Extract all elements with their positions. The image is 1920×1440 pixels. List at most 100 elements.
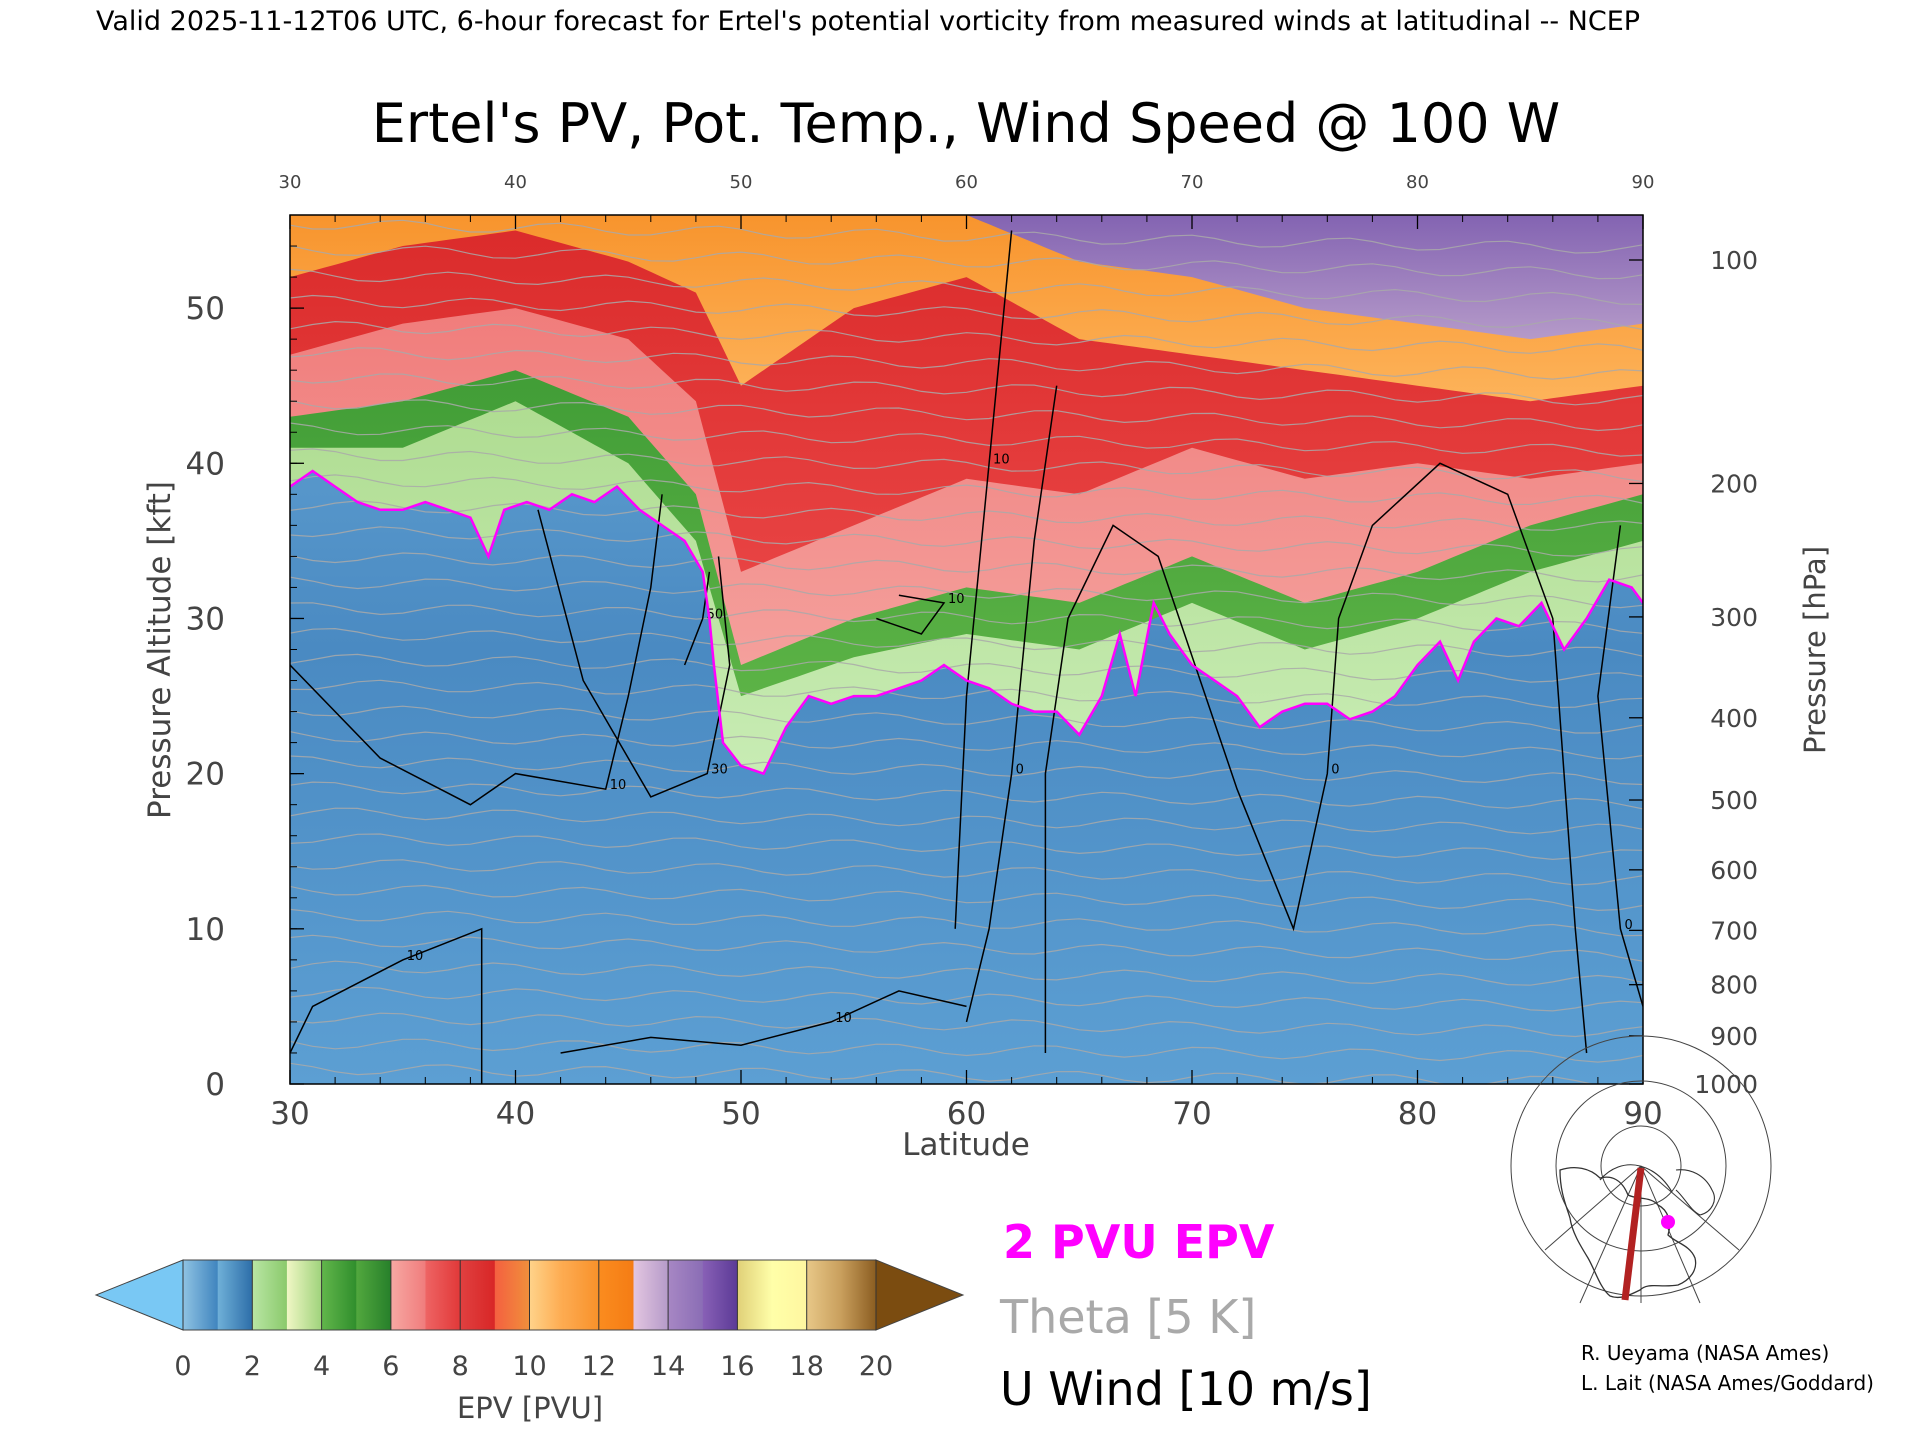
theta-contour-line xyxy=(290,576,1643,609)
u-wind-contour-line xyxy=(876,594,946,635)
chart-title: Ertel's PV, Pot. Temp., Wind Speed @ 100… xyxy=(372,92,1560,155)
theta-contour-line xyxy=(290,807,1643,835)
u-wind-contour-label: 0 xyxy=(1624,918,1632,933)
u-wind-contour-line xyxy=(560,990,967,1054)
colorbar-segment xyxy=(390,1260,426,1330)
y-right-tick-label: 800 xyxy=(1710,971,1758,1000)
theta-contour-line xyxy=(290,268,1643,305)
u-wind-contour-line xyxy=(290,927,483,1084)
colorbar-segment xyxy=(286,1260,322,1330)
x-tick-label-top: 90 xyxy=(1632,172,1655,193)
x-tick-label-top: 60 xyxy=(955,172,978,193)
theta-contour-line xyxy=(290,320,1643,354)
theta-contour-line xyxy=(290,1038,1643,1063)
theta-contours xyxy=(290,219,1643,1084)
colorbar-segment xyxy=(633,1260,669,1330)
y-right-tick-label: 600 xyxy=(1710,856,1758,885)
theta-contour-line xyxy=(290,960,1643,986)
legend-uwind: U Wind [10 m/s] xyxy=(1000,1362,1372,1416)
u-wind-contour-label: 0 xyxy=(1331,763,1339,778)
theta-contour-line xyxy=(290,884,1643,912)
y-axis-label: Pressure Altitude [kft] xyxy=(142,481,178,819)
y-right-tick-label: 200 xyxy=(1710,469,1758,498)
theta-contour-line xyxy=(290,627,1643,658)
u-wind-contour-line xyxy=(537,509,731,798)
epv-bands xyxy=(290,215,1643,774)
u-wind-contour-label: 10 xyxy=(610,778,627,793)
theta-contour-line xyxy=(290,731,1643,760)
x-tick-label-top: 40 xyxy=(504,172,527,193)
colorbar-segment xyxy=(321,1260,357,1330)
u-wind-contour-line xyxy=(290,494,663,806)
u-wind-contour-label: 10 xyxy=(948,592,965,607)
x-tick-label-top: 80 xyxy=(1406,172,1429,193)
colorbar-tick-label: 2 xyxy=(244,1351,261,1382)
y-tick-label: 40 xyxy=(186,446,225,482)
epv-band-purple xyxy=(290,215,1643,340)
credit-line-1: R. Ueyama (NASA Ames) xyxy=(1581,1341,1829,1365)
legend-theta: Theta [5 K] xyxy=(999,1290,1256,1344)
theta-contour-line xyxy=(290,474,1643,506)
u-wind-contour-label: 30 xyxy=(711,763,728,778)
colorbar-segment xyxy=(356,1260,392,1330)
colorbar-segment xyxy=(252,1260,288,1330)
y-tick-label: 30 xyxy=(186,601,225,637)
colorbar-segment xyxy=(772,1260,808,1330)
epv-field: 10 30 50 10 10 0 10 0 10 0 xyxy=(290,215,1643,1084)
theta-contour-line xyxy=(290,755,1643,786)
theta-contour-line xyxy=(290,552,1643,583)
theta-contour-line xyxy=(290,399,1643,432)
theta-contour-line xyxy=(290,705,1643,734)
theta-contour-line xyxy=(290,602,1643,634)
u-wind-contours: 10 30 50 10 10 0 10 0 10 0 xyxy=(290,230,1643,1084)
tropopause-2pvu-line xyxy=(290,469,1643,776)
colorbar-label: EPV [PVU] xyxy=(457,1391,603,1425)
colorbar-tick-label: 0 xyxy=(174,1351,191,1382)
colorbar-segment xyxy=(702,1260,738,1330)
x-tick-label: 70 xyxy=(1172,1096,1211,1132)
inset-marker xyxy=(1661,1215,1675,1229)
y-tick-label: 20 xyxy=(186,757,225,793)
u-wind-contour-label: 50 xyxy=(707,607,724,622)
theta-contour-line xyxy=(290,500,1643,531)
x-tick-label: 60 xyxy=(947,1096,986,1132)
theta-contour-line xyxy=(290,448,1643,483)
theta-contour-line xyxy=(290,347,1643,380)
y-right-tick-label: 400 xyxy=(1710,704,1758,733)
colorbar-segment xyxy=(529,1260,565,1330)
y-tick-label: 50 xyxy=(186,291,225,327)
y-right-tick-label: 900 xyxy=(1710,1022,1758,1051)
theta-contour-line xyxy=(290,373,1643,406)
legend-2pvu: 2 PVU EPV xyxy=(1003,1215,1275,1269)
u-wind-contour-line xyxy=(683,571,711,666)
theta-contour-line xyxy=(290,908,1643,937)
u-wind-contour-label: 10 xyxy=(835,1011,852,1026)
colorbar-tick-label: 4 xyxy=(313,1351,330,1382)
colorbar-segment xyxy=(564,1260,600,1330)
colorbar-segment xyxy=(217,1260,253,1330)
axes: 3030404050506060707080809090010203040501… xyxy=(186,172,1758,1132)
theta-contour-line xyxy=(290,781,1643,810)
theta-contour-line xyxy=(290,422,1643,457)
colorbar-segment xyxy=(806,1260,842,1330)
u-wind-contour-line xyxy=(1597,525,1643,1007)
y-axis-right-label: Pressure [hPa] xyxy=(1798,546,1832,754)
x-axis-label: Latitude xyxy=(902,1127,1030,1163)
x-tick-label-top: 30 xyxy=(279,172,302,193)
colorbar-segment xyxy=(425,1260,461,1330)
y-right-tick-label: 1000 xyxy=(1694,1070,1758,1099)
x-tick-label: 30 xyxy=(270,1096,309,1132)
colorbar-tick-label: 18 xyxy=(790,1351,824,1382)
theta-contour-line xyxy=(290,245,1643,280)
theta-contour-line xyxy=(290,1012,1643,1038)
colorbar-tick-label: 8 xyxy=(452,1351,469,1382)
y-right-tick-label: 700 xyxy=(1710,916,1758,945)
theta-contour-line xyxy=(290,294,1643,331)
u-wind-contour-label: 0 xyxy=(1016,763,1024,778)
theta-contour-line xyxy=(290,833,1643,861)
colorbar-tick-label: 12 xyxy=(582,1351,616,1382)
u-wind-contour-line xyxy=(1044,462,1588,1054)
valid-header: Valid 2025-11-12T06 UTC, 6-hour forecast… xyxy=(96,6,1640,37)
y-tick-label: 10 xyxy=(186,912,225,948)
